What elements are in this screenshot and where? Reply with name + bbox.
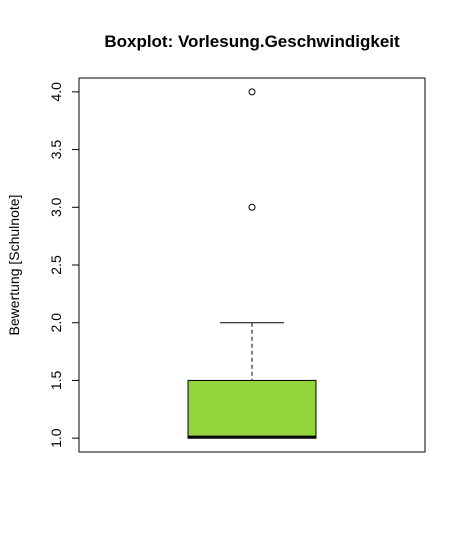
- box-group: [187, 88, 317, 439]
- y-tick-label: 1.0: [48, 428, 64, 448]
- y-axis-label: Bewertung [Schulnote]: [6, 195, 22, 336]
- chart-title: Boxplot: Vorlesung.Geschwindigkeit: [104, 32, 400, 51]
- y-tick-label: 1.5: [48, 370, 64, 390]
- y-axis: 1.0 1.5 2.0 2.5 3.0 3.5 4.0: [48, 82, 80, 448]
- y-tick-label: 2.5: [48, 255, 64, 275]
- y-tick-label: 2.0: [48, 313, 64, 333]
- outlier-point: [248, 203, 256, 211]
- y-tick-label: 3.5: [48, 140, 64, 160]
- y-tick-label: 4.0: [48, 82, 64, 102]
- iqr-box: [187, 379, 317, 439]
- outlier-point: [248, 88, 256, 96]
- y-tick-label: 3.0: [48, 197, 64, 217]
